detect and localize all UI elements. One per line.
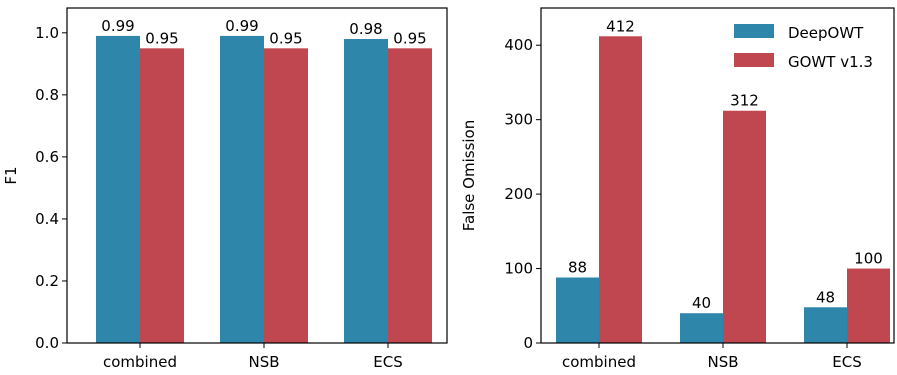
y-tick-label: 1.0 (35, 24, 59, 42)
data-label-deepowt-nsb: 40 (692, 294, 711, 312)
y-tick-label: 400 (504, 36, 533, 54)
y-tick-label: 200 (504, 185, 533, 203)
bar-gowt-v1-3-nsb (723, 110, 766, 343)
legend-swatch-gowt-v1-3 (734, 53, 774, 67)
bar-gowt-v1-3-ecs (388, 48, 432, 344)
y-axis-title: False Omission (460, 120, 478, 232)
bar-deepowt-nsb (220, 35, 264, 344)
y-tick-label: 0.8 (35, 86, 59, 104)
f1-chart-panel: 0.99 0.99 0.98 0.95 0.95 0.95 0.0 0.2 0.4 0.6 0.8 1… (2, 7, 448, 371)
data-label-gowt-v1-3-combined: 0.95 (145, 29, 178, 47)
bar-gowt-v1-3-nsb (264, 48, 308, 344)
x-tick-label-nsb: NSB (248, 353, 279, 371)
bar-deepowt-combined (556, 277, 599, 343)
bar-deepowt-combined (96, 35, 140, 344)
y-tick-label: 0.0 (35, 334, 59, 352)
data-label-deepowt-nsb: 0.99 (225, 17, 258, 35)
x-tick-label-ecs: ECS (832, 353, 861, 371)
y-tick-label: 0.2 (35, 272, 59, 290)
bar-gowt-v1-3-combined (140, 48, 184, 344)
y-tick-label: 100 (504, 260, 533, 278)
bar-deepowt-ecs (804, 307, 847, 343)
bar-gowt-v1-3-ecs (847, 268, 890, 343)
y-tick-label: 0 (523, 334, 533, 352)
legend-label-deepowt: DeepOWT (788, 24, 864, 42)
legend-swatch-deepowt (734, 24, 774, 38)
data-label-gowt-v1-3-combined: 412 (606, 17, 635, 35)
x-tick-label-combined: combined (103, 353, 177, 371)
data-label-deepowt-combined: 0.99 (101, 17, 134, 35)
data-label-gowt-v1-3-ecs: 0.95 (393, 29, 426, 47)
x-tick-label-ecs: ECS (373, 353, 402, 371)
bar-deepowt-nsb (680, 313, 723, 343)
plot-frame (540, 7, 895, 344)
data-label-deepowt-combined: 88 (568, 258, 587, 276)
bar-gowt-v1-3-combined (599, 36, 642, 344)
y-tick-label: 0.6 (35, 148, 59, 166)
data-label-deepowt-ecs: 48 (816, 288, 835, 306)
legend: DeepOWT GOWT v1.3 (734, 24, 873, 71)
data-label-gowt-v1-3-ecs: 100 (854, 250, 883, 268)
false-omission-chart-panel: 88 40 48 412 312 100 0 100 200 300 400 combined NSB E… (460, 7, 895, 371)
y-tick-label: 0.4 (35, 210, 59, 228)
data-label-gowt-v1-3-nsb: 0.95 (269, 29, 302, 47)
bar-deepowt-ecs (344, 39, 388, 343)
legend-label-gowt-v1-3: GOWT v1.3 (788, 53, 873, 71)
x-tick-label-combined: combined (562, 353, 636, 371)
y-axis-title: F1 (2, 166, 20, 184)
data-label-gowt-v1-3-nsb: 312 (730, 92, 759, 110)
data-label-deepowt-ecs: 0.98 (349, 20, 382, 38)
plot-frame (66, 7, 448, 344)
x-tick-label-nsb: NSB (707, 353, 738, 371)
y-tick-label: 300 (504, 111, 533, 129)
